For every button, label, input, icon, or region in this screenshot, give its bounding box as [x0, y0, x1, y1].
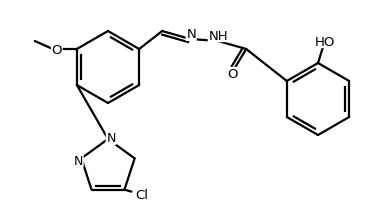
Text: N: N [106, 132, 116, 145]
Text: N: N [74, 154, 83, 167]
Text: Cl: Cl [135, 188, 148, 201]
Text: O: O [52, 43, 62, 56]
Text: N: N [186, 28, 196, 41]
Text: NH: NH [208, 29, 228, 42]
Text: O: O [227, 68, 237, 81]
Text: HO: HO [315, 35, 335, 48]
